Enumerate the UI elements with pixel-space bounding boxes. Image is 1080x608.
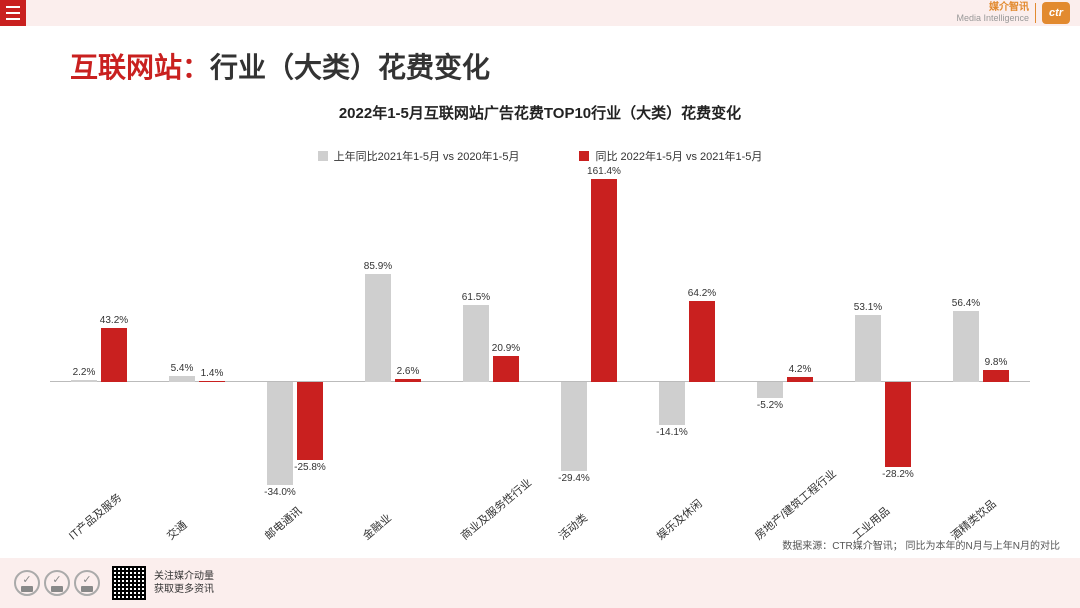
bar-wrap: 43.2% — [101, 168, 127, 503]
bar-value-label: 1.4% — [182, 368, 242, 379]
title-accent: 互联网站： — [70, 52, 210, 83]
chart-title: 2022年1-5月互联网站广告花费TOP10行业（大类）花费变化 — [0, 102, 1080, 123]
bar-group: 2.2%43.2%IT产品及服务 — [55, 168, 143, 503]
bar — [297, 382, 323, 460]
page-title: 互联网站：行业（大类）花费变化 — [70, 46, 490, 86]
bar — [787, 377, 813, 382]
legend-curr-label: 同比 2022年1-5月 vs 2021年1-5月 — [595, 148, 762, 164]
bar — [71, 380, 97, 383]
bar-wrap: 56.4% — [953, 168, 979, 503]
source-note: 数据来源：CTR媒介智讯； 同比为本年的N月与上年N月的对比 — [782, 537, 1060, 552]
bar-wrap: -25.8% — [297, 168, 323, 503]
bar-wrap: 53.1% — [855, 168, 881, 503]
brand-logo: 媒介智讯 Media Intelligence ctr — [956, 2, 1070, 24]
bar-group: -5.2%4.2%房地产/建筑工程行业 — [741, 168, 829, 503]
bar-wrap: -28.2% — [885, 168, 911, 503]
logo-cn-text: 媒介智讯 — [956, 3, 1029, 14]
bar-wrap: -29.4% — [561, 168, 587, 503]
bar — [101, 328, 127, 382]
bar — [953, 311, 979, 382]
bar-wrap: 161.4% — [591, 168, 617, 503]
bar — [757, 382, 783, 398]
bar-value-label: 20.9% — [476, 343, 536, 354]
bar-value-label: 161.4% — [574, 166, 634, 177]
bar — [983, 370, 1009, 382]
bar — [561, 382, 587, 471]
logo-divider — [1035, 3, 1036, 23]
bar-group: 5.4%1.4%交通 — [153, 168, 241, 503]
bar-value-label: 4.2% — [770, 364, 830, 375]
cert-badge-icon — [14, 570, 40, 596]
bar — [591, 179, 617, 383]
bar-value-label: 64.2% — [672, 288, 732, 299]
bar-wrap: 2.2% — [71, 168, 97, 503]
bar-wrap: 9.8% — [983, 168, 1009, 503]
bar — [493, 356, 519, 382]
bar-group: 56.4%9.8%酒精类饮品 — [937, 168, 1025, 503]
bar-wrap: -14.1% — [659, 168, 685, 503]
bar-wrap: 61.5% — [463, 168, 489, 503]
bar-wrap: 20.9% — [493, 168, 519, 503]
bar-group: -34.0%-25.8%邮电通讯 — [251, 168, 339, 503]
bar-wrap: 1.4% — [199, 168, 225, 503]
bar — [689, 301, 715, 382]
bar-wrap: -5.2% — [757, 168, 783, 503]
bar-value-label: 2.6% — [378, 366, 438, 377]
bar-group: 85.9%2.6%金融业 — [349, 168, 437, 503]
logo-en-text: Media Intelligence — [956, 14, 1029, 23]
bar — [885, 382, 911, 467]
bar-wrap: -34.0% — [267, 168, 293, 503]
bar-group: 53.1%-28.2%工业用品 — [839, 168, 927, 503]
bar-wrap: 85.9% — [365, 168, 391, 503]
bar-group: 61.5%20.9%商业及服务性行业 — [447, 168, 535, 503]
top-band — [0, 0, 1080, 26]
bar-wrap: 4.2% — [787, 168, 813, 503]
bar — [199, 381, 225, 383]
footer-band: 关注媒介动量 获取更多资讯 — [0, 558, 1080, 608]
legend: 上年同比2021年1-5月 vs 2020年1-5月 同比 2022年1-5月 … — [0, 148, 1080, 164]
bar-wrap: 64.2% — [689, 168, 715, 503]
bar — [395, 379, 421, 382]
bar-group: -29.4%161.4%活动类 — [545, 168, 633, 503]
bar-value-label: 43.2% — [84, 315, 144, 326]
logo-badge: ctr — [1042, 2, 1070, 24]
legend-curr: 同比 2022年1-5月 vs 2021年1-5月 — [579, 148, 762, 164]
qr-caption: 关注媒介动量 获取更多资讯 — [154, 570, 214, 596]
bar — [659, 382, 685, 425]
legend-prev-label: 上年同比2021年1-5月 vs 2020年1-5月 — [334, 148, 520, 164]
qr-line1: 关注媒介动量 — [154, 570, 214, 583]
bar — [855, 315, 881, 382]
cert-badge-icon — [74, 570, 100, 596]
bar-chart: 2.2%43.2%IT产品及服务5.4%1.4%交通-34.0%-25.8%邮电… — [50, 168, 1030, 503]
bar-group: -14.1%64.2%娱乐及休闲 — [643, 168, 731, 503]
bar-wrap: 2.6% — [395, 168, 421, 503]
bar-wrap: 5.4% — [169, 168, 195, 503]
qr-line2: 获取更多资讯 — [154, 583, 214, 596]
qr-code-icon — [112, 566, 146, 600]
legend-swatch-prev — [318, 151, 328, 161]
cert-badge-icon — [44, 570, 70, 596]
legend-swatch-curr — [579, 151, 589, 161]
title-rest: 行业（大类）花费变化 — [210, 52, 490, 83]
menu-icon[interactable] — [0, 0, 26, 26]
bar-value-label: 9.8% — [966, 357, 1026, 368]
legend-prev: 上年同比2021年1-5月 vs 2020年1-5月 — [318, 148, 520, 164]
